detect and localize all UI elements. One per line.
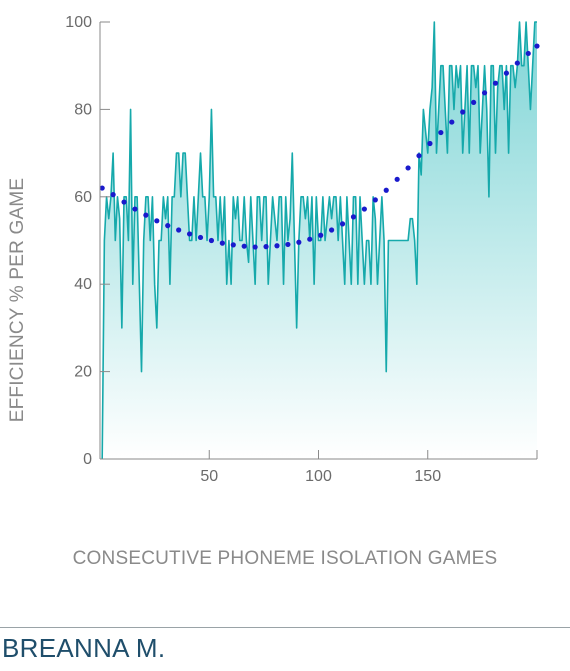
trend-dot: [534, 43, 540, 49]
trend-dot: [263, 244, 269, 250]
name-divider: [0, 627, 570, 628]
student-name: BREANNA M.: [2, 633, 166, 663]
x-tick-label: 50: [200, 468, 218, 485]
trend-dot: [154, 218, 160, 224]
trend-dot: [361, 206, 367, 212]
trend-dot: [318, 232, 324, 238]
efficiency-line: [101, 21, 537, 460]
y-tick-label: 80: [74, 101, 92, 118]
trend-dot: [383, 187, 389, 193]
x-tick-label: 100: [305, 468, 332, 485]
trend-dot: [350, 214, 357, 220]
trend-dot: [503, 70, 510, 76]
trend-dot: [525, 50, 531, 57]
trend-dot: [394, 176, 400, 182]
y-tick-label: 0: [83, 451, 92, 468]
trend-dot: [176, 227, 182, 233]
trend-dot: [492, 80, 499, 86]
y-axis-title: EFFICIENCY % PER GAME: [7, 178, 28, 423]
trend-dot: [339, 221, 346, 227]
trend-dot: [296, 239, 302, 245]
trend-dot: [186, 231, 193, 237]
axes: 0 20 40 60 80 100 50 100 150: [65, 14, 538, 485]
x-axis-title: CONSECUTIVE PHONEME ISOLATION GAMES: [73, 548, 498, 569]
trend-dot: [438, 129, 444, 136]
trend-dot: [208, 237, 215, 244]
efficiency-line-layer: [101, 21, 537, 460]
trend-dot: [481, 90, 488, 96]
y-tick-label: 20: [74, 364, 92, 381]
trend-dot: [132, 206, 138, 212]
trend-dot: [427, 140, 433, 147]
trend-dot: [460, 109, 466, 115]
y-tick-label: 40: [74, 276, 92, 293]
trend-dot: [143, 212, 149, 218]
trend-dot: [307, 236, 313, 242]
trend-dot: [514, 60, 520, 66]
trendline-dots-layer: [99, 43, 540, 250]
trend-dot: [372, 197, 378, 203]
y-tick-label: 100: [65, 14, 92, 31]
trend-dot: [110, 192, 116, 198]
trend-dot: [471, 99, 477, 106]
efficiency-chart: 0 20 40 60 80 100 50 100 150 EFFICIENCY % PER GA…: [7, 14, 540, 569]
trend-dot: [99, 185, 105, 191]
trend-dot: [416, 153, 422, 159]
trend-dot: [121, 199, 127, 205]
trend-dot: [329, 227, 335, 233]
trend-dot: [285, 241, 291, 248]
trend-dot: [241, 243, 247, 249]
trend-dot: [274, 243, 280, 249]
trend-dot: [449, 119, 455, 125]
trend-dot: [230, 242, 236, 248]
y-tick-label: 60: [74, 189, 92, 206]
trend-dot: [219, 240, 225, 246]
trend-dot: [252, 244, 258, 250]
x-tick-label: 150: [414, 468, 441, 485]
trend-dot: [165, 223, 171, 229]
trend-dot: [197, 234, 204, 241]
trend-dot: [405, 165, 411, 171]
